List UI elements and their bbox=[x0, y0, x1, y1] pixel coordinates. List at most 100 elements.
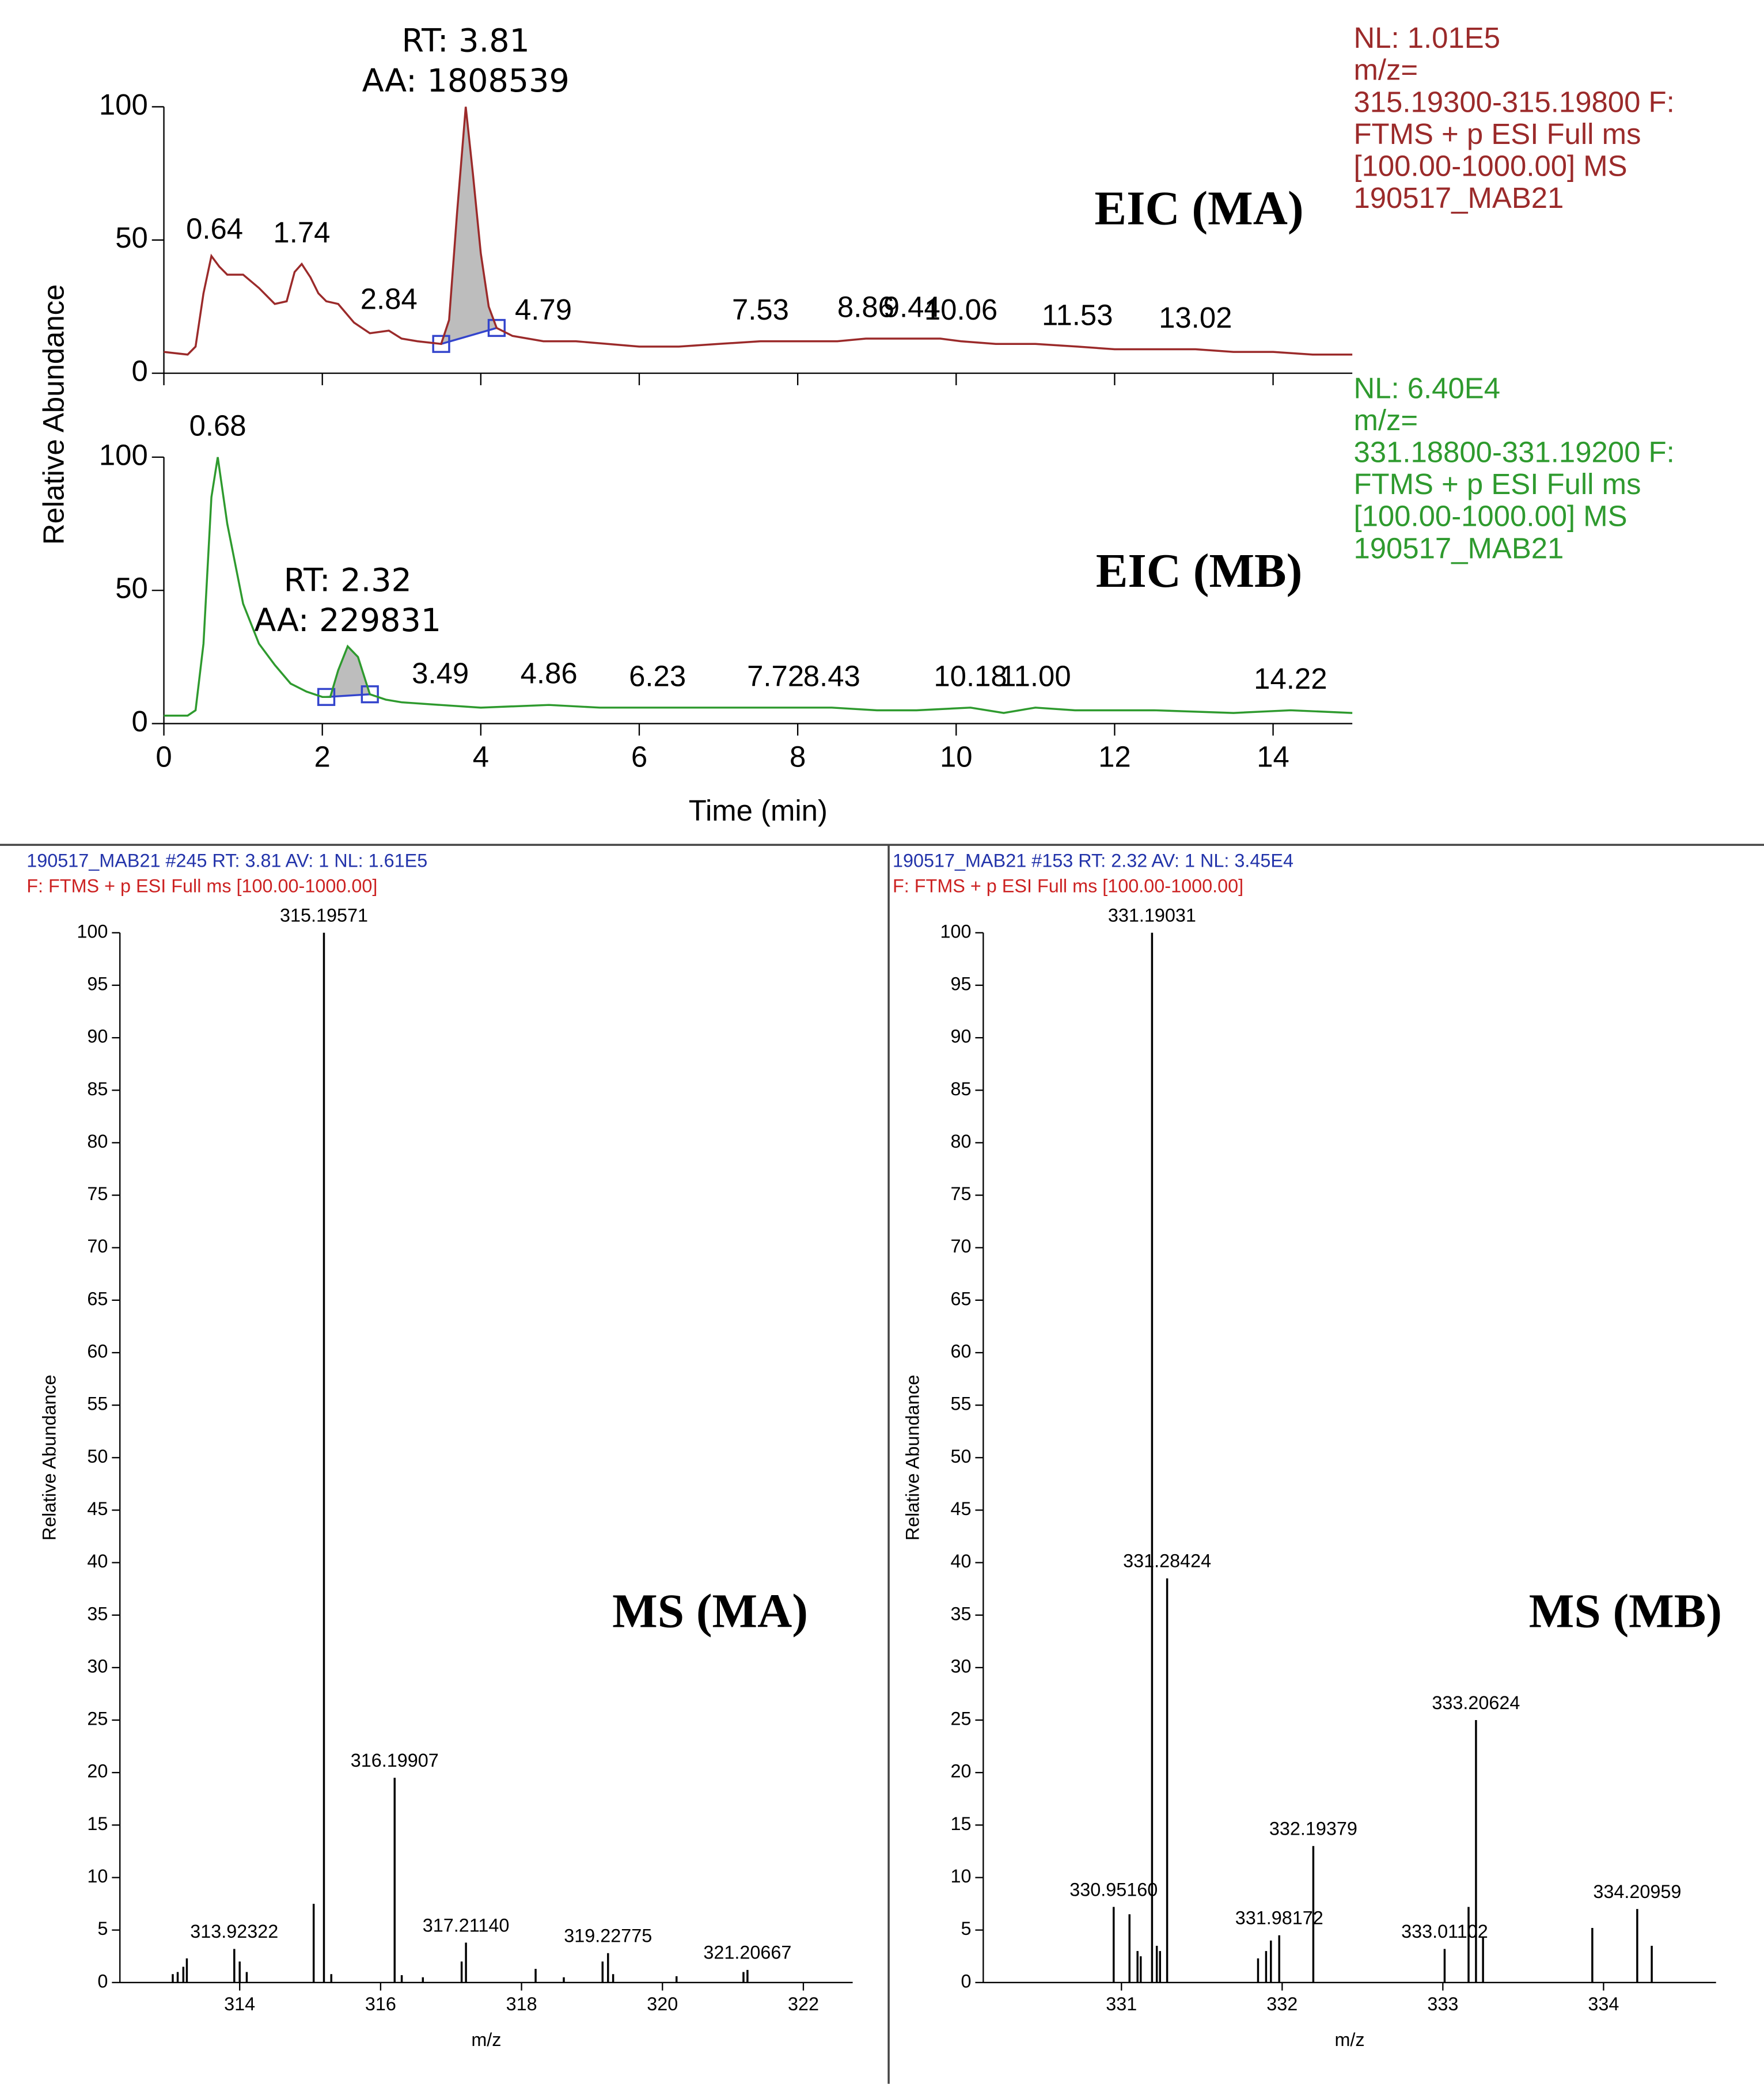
scan-header: F: FTMS + p ESI Full ms [100.00-1000.00] bbox=[26, 876, 377, 897]
scan-header: 190517_MAB21 #153 RT: 2.32 AV: 1 NL: 3.4… bbox=[893, 851, 1293, 871]
peak-label: 9.44 bbox=[883, 291, 940, 324]
peak-label: 333.01102 bbox=[1401, 1921, 1488, 1942]
peak-label: 331.98172 bbox=[1235, 1908, 1323, 1929]
x-tick-label: 4 bbox=[473, 741, 489, 773]
y-tick-label: 25 bbox=[87, 1709, 108, 1729]
y-tick-label: 60 bbox=[87, 1341, 108, 1362]
x-tick-label: 2 bbox=[314, 741, 331, 773]
peak-label: 332.19379 bbox=[1269, 1819, 1357, 1839]
y-tick-label: 0 bbox=[131, 355, 147, 388]
y-tick-label: 75 bbox=[87, 1183, 108, 1204]
y-tick-label: 30 bbox=[87, 1656, 108, 1676]
peak-label: 8.43 bbox=[803, 659, 860, 692]
peak-label: 8.86 bbox=[837, 291, 894, 324]
scan-info: NL: 1.01E5 bbox=[1353, 21, 1500, 54]
scan-info: NL: 6.40E4 bbox=[1353, 372, 1500, 405]
peak-label: 6.23 bbox=[629, 659, 686, 692]
x-tick-label: 6 bbox=[631, 741, 647, 773]
peak-annotation: RT: 2.32 bbox=[284, 561, 412, 599]
x-tick-label: 331 bbox=[1106, 1994, 1137, 2014]
y-tick-label: 35 bbox=[950, 1603, 971, 1624]
x-tick-label: 314 bbox=[224, 1994, 255, 2014]
y-tick-label: 10 bbox=[950, 1866, 971, 1886]
scan-info: 315.19300-315.19800 F: bbox=[1353, 85, 1674, 118]
x-tick-label: 333 bbox=[1427, 1994, 1458, 2014]
y-tick-label: 20 bbox=[950, 1761, 971, 1782]
peak-label: 319.22775 bbox=[564, 1926, 652, 1946]
scan-info: m/z= bbox=[1353, 54, 1418, 86]
peak-label: 10.06 bbox=[924, 293, 997, 326]
y-tick-label: 95 bbox=[950, 973, 971, 994]
peak-label: 4.86 bbox=[521, 657, 578, 690]
peak-label: 10.18 bbox=[934, 659, 1007, 692]
peak-label: 0.68 bbox=[189, 409, 246, 442]
peak-label: 3.49 bbox=[412, 657, 469, 690]
panel-label: EIC (MB) bbox=[1096, 545, 1302, 598]
peak-label: 7.53 bbox=[732, 293, 789, 326]
y-tick-label: 70 bbox=[950, 1236, 971, 1257]
y-tick-label: 0 bbox=[131, 705, 147, 738]
y-tick-label: 65 bbox=[87, 1288, 108, 1309]
x-tick-label: 10 bbox=[940, 741, 973, 773]
y-tick-label: 90 bbox=[87, 1026, 108, 1047]
y-tick-label: 45 bbox=[950, 1498, 971, 1519]
y-tick-label: 25 bbox=[950, 1709, 971, 1729]
baseline-marker bbox=[487, 318, 506, 337]
y-tick-label: 10 bbox=[87, 1866, 108, 1886]
peak-label: 7.72 bbox=[747, 659, 804, 692]
y-tick-label: 50 bbox=[115, 572, 148, 605]
x-tick-label: 12 bbox=[1098, 741, 1131, 773]
scan-info: FTMS + p ESI Full ms bbox=[1353, 117, 1641, 150]
peak-annotation: RT: 3.81 bbox=[402, 22, 530, 60]
y-axis-label: Relative Abundance bbox=[39, 1375, 59, 1540]
x-tick-label: 8 bbox=[790, 741, 806, 773]
scan-info: [100.00-1000.00] MS bbox=[1353, 149, 1627, 182]
peak-label: 321.20667 bbox=[703, 1942, 791, 1963]
y-tick-label: 65 bbox=[950, 1288, 971, 1309]
peak-label: 333.20624 bbox=[1432, 1692, 1520, 1713]
x-tick-label: 0 bbox=[155, 741, 172, 773]
y-tick-label: 45 bbox=[87, 1498, 108, 1519]
x-tick-label: 320 bbox=[647, 1994, 678, 2014]
y-tick-label: 50 bbox=[950, 1446, 971, 1467]
scan-info: 190517_MAB21 bbox=[1353, 532, 1564, 564]
y-tick-label: 95 bbox=[87, 973, 108, 994]
y-tick-label: 100 bbox=[99, 88, 148, 121]
x-tick-label: 334 bbox=[1588, 1994, 1619, 2014]
y-tick-label: 100 bbox=[77, 921, 108, 942]
scan-header: F: FTMS + p ESI Full ms [100.00-1000.00] bbox=[893, 876, 1243, 897]
baseline bbox=[441, 327, 497, 345]
scan-info: [100.00-1000.00] MS bbox=[1353, 500, 1627, 533]
peak-label: 11.53 bbox=[1042, 298, 1113, 331]
y-axis-label: Relative Abundance bbox=[37, 284, 70, 545]
y-tick-label: 80 bbox=[950, 1131, 971, 1152]
y-tick-label: 60 bbox=[950, 1341, 971, 1362]
y-tick-label: 15 bbox=[950, 1813, 971, 1834]
peak-label: 0.64 bbox=[186, 212, 243, 245]
y-tick-label: 30 bbox=[950, 1656, 971, 1676]
y-tick-label: 80 bbox=[87, 1131, 108, 1152]
scan-info: FTMS + p ESI Full ms bbox=[1353, 468, 1641, 500]
y-tick-label: 50 bbox=[115, 221, 148, 254]
x-tick-label: 332 bbox=[1266, 1994, 1298, 2014]
peak-label: 11.00 bbox=[1000, 659, 1071, 692]
peak-label: 331.28424 bbox=[1123, 1551, 1211, 1571]
peak-label: 2.84 bbox=[361, 283, 418, 316]
peak-label: 334.20959 bbox=[1593, 1881, 1681, 1902]
y-tick-label: 75 bbox=[950, 1183, 971, 1204]
trace bbox=[164, 457, 1353, 717]
x-tick-label: 14 bbox=[1257, 741, 1289, 773]
scan-header: 190517_MAB21 #245 RT: 3.81 AV: 1 NL: 1.6… bbox=[26, 851, 427, 871]
y-tick-label: 5 bbox=[961, 1918, 971, 1939]
x-axis-label: Time (min) bbox=[689, 794, 828, 827]
x-tick-label: 316 bbox=[365, 1994, 396, 2014]
panel-label: MS (MA) bbox=[612, 1585, 808, 1638]
y-tick-label: 85 bbox=[950, 1079, 971, 1099]
y-tick-label: 90 bbox=[950, 1026, 971, 1047]
y-tick-label: 40 bbox=[950, 1551, 971, 1571]
y-tick-label: 15 bbox=[87, 1813, 108, 1834]
x-tick-label: 322 bbox=[788, 1994, 819, 2014]
x-axis-label: m/z bbox=[1334, 2029, 1364, 2050]
